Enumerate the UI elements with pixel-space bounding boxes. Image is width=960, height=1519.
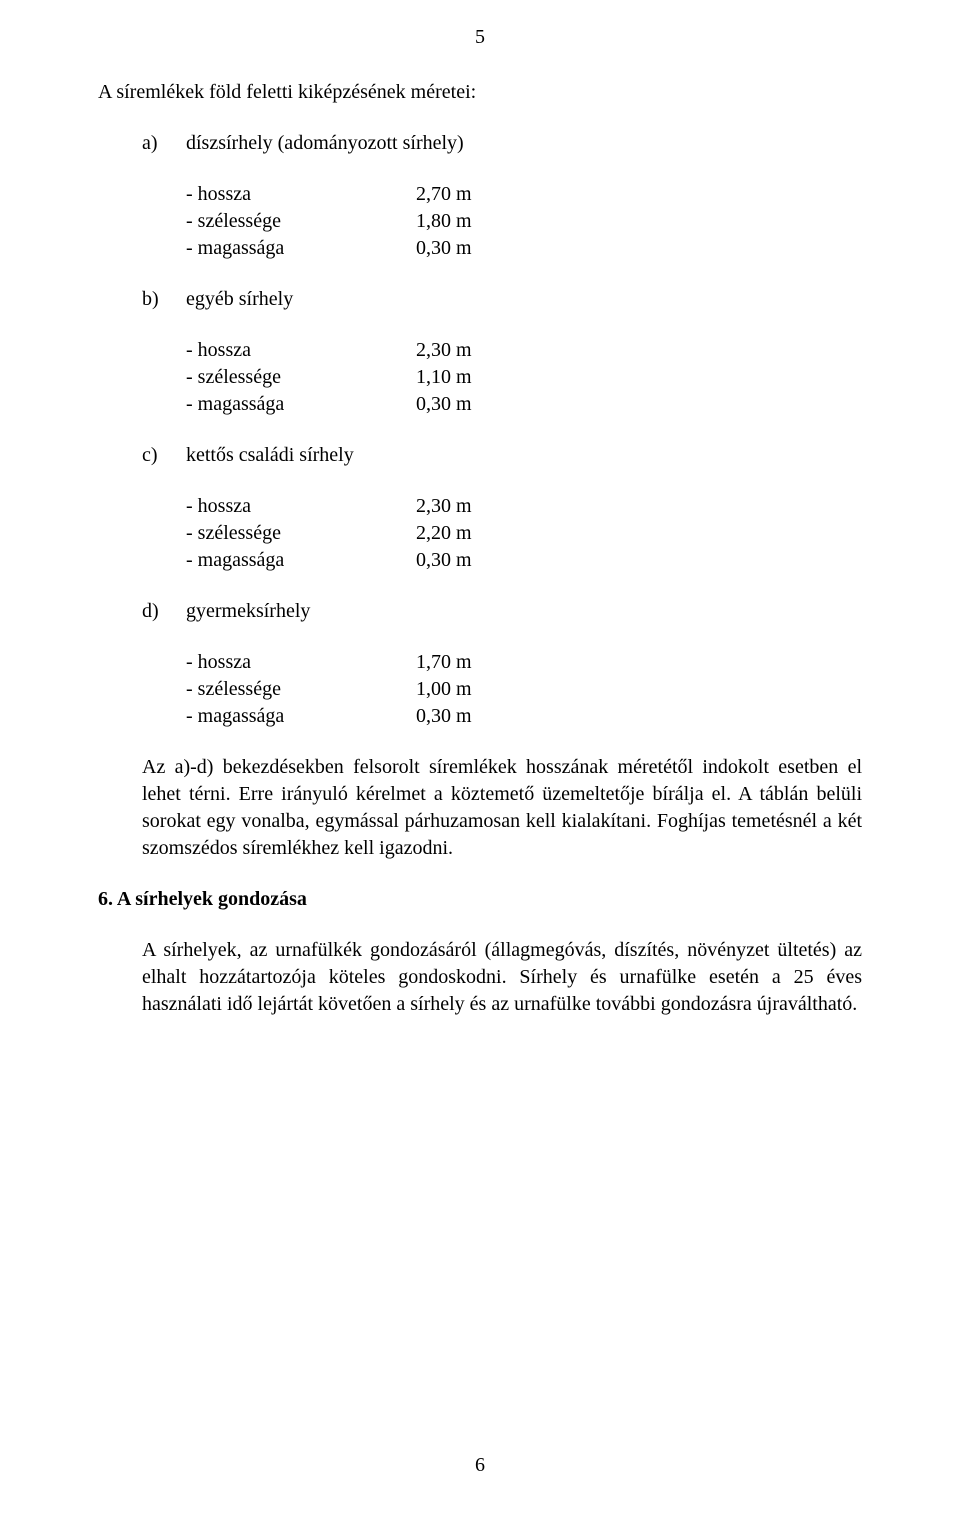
document-page: 5 A síremlékek föld feletti kiképzésének…	[0, 0, 960, 1519]
list-label: egyéb sírhely	[186, 286, 862, 313]
measure-row: - szélessége 2,20 m	[186, 520, 862, 547]
list-marker: b)	[142, 286, 186, 313]
measure-value: 2,70 m	[416, 181, 862, 208]
measure-label: - szélessége	[186, 676, 416, 703]
list-item-d: d) gyermeksírhely	[142, 598, 862, 625]
measure-label: - magassága	[186, 703, 416, 730]
measure-row: - szélessége 1,80 m	[186, 208, 862, 235]
measure-value: 1,70 m	[416, 649, 862, 676]
measure-table-c: - hossza 2,30 m - szélessége 2,20 m - ma…	[186, 493, 862, 574]
list-marker: d)	[142, 598, 186, 625]
measure-label: - hossza	[186, 337, 416, 364]
measure-value: 1,80 m	[416, 208, 862, 235]
measure-value: 1,00 m	[416, 676, 862, 703]
measure-label: - hossza	[186, 493, 416, 520]
measure-row: - magassága 0,30 m	[186, 703, 862, 730]
section6-body: A sírhelyek, az urnafülkék gondozásáról …	[142, 937, 862, 1018]
measure-value: 0,30 m	[416, 547, 862, 574]
measure-label: - magassága	[186, 547, 416, 574]
measure-value: 2,20 m	[416, 520, 862, 547]
list-label: kettős családi sírhely	[186, 442, 862, 469]
measure-value: 0,30 m	[416, 703, 862, 730]
measure-row: - magassága 0,30 m	[186, 391, 862, 418]
list-item-c: c) kettős családi sírhely	[142, 442, 862, 469]
measure-label: - szélessége	[186, 208, 416, 235]
page-number-top: 5	[98, 24, 862, 51]
list-item-a: a) díszsírhely (adományozott sírhely)	[142, 130, 862, 157]
measure-row: - szélessége 1,10 m	[186, 364, 862, 391]
list-label: díszsírhely (adományozott sírhely)	[186, 130, 862, 157]
measure-label: - hossza	[186, 649, 416, 676]
measure-row: - magassága 0,30 m	[186, 235, 862, 262]
measure-label: - szélessége	[186, 520, 416, 547]
section6-heading: 6. A sírhelyek gondozása	[98, 886, 862, 913]
measure-label: - szélessége	[186, 364, 416, 391]
measure-table-d: - hossza 1,70 m - szélessége 1,00 m - ma…	[186, 649, 862, 730]
measure-label: - magassága	[186, 235, 416, 262]
measure-value: 2,30 m	[416, 337, 862, 364]
list-marker: c)	[142, 442, 186, 469]
measure-table-b: - hossza 2,30 m - szélessége 1,10 m - ma…	[186, 337, 862, 418]
paragraph-ad: Az a)-d) bekezdésekben felsorolt síremlé…	[142, 754, 862, 862]
list-marker: a)	[142, 130, 186, 157]
measure-value: 0,30 m	[416, 391, 862, 418]
list-item-b: b) egyéb sírhely	[142, 286, 862, 313]
measure-label: - hossza	[186, 181, 416, 208]
measure-row: - szélessége 1,00 m	[186, 676, 862, 703]
measure-table-a: - hossza 2,70 m - szélessége 1,80 m - ma…	[186, 181, 862, 262]
list-label: gyermeksírhely	[186, 598, 862, 625]
measure-row: - hossza 1,70 m	[186, 649, 862, 676]
page-number-bottom: 6	[0, 1452, 960, 1479]
measure-row: - hossza 2,30 m	[186, 493, 862, 520]
measure-value: 1,10 m	[416, 364, 862, 391]
measure-label: - magassága	[186, 391, 416, 418]
measure-value: 0,30 m	[416, 235, 862, 262]
measure-row: - magassága 0,30 m	[186, 547, 862, 574]
measure-value: 2,30 m	[416, 493, 862, 520]
measure-row: - hossza 2,30 m	[186, 337, 862, 364]
section-intro: A síremlékek föld feletti kiképzésének m…	[98, 79, 862, 106]
measure-row: - hossza 2,70 m	[186, 181, 862, 208]
